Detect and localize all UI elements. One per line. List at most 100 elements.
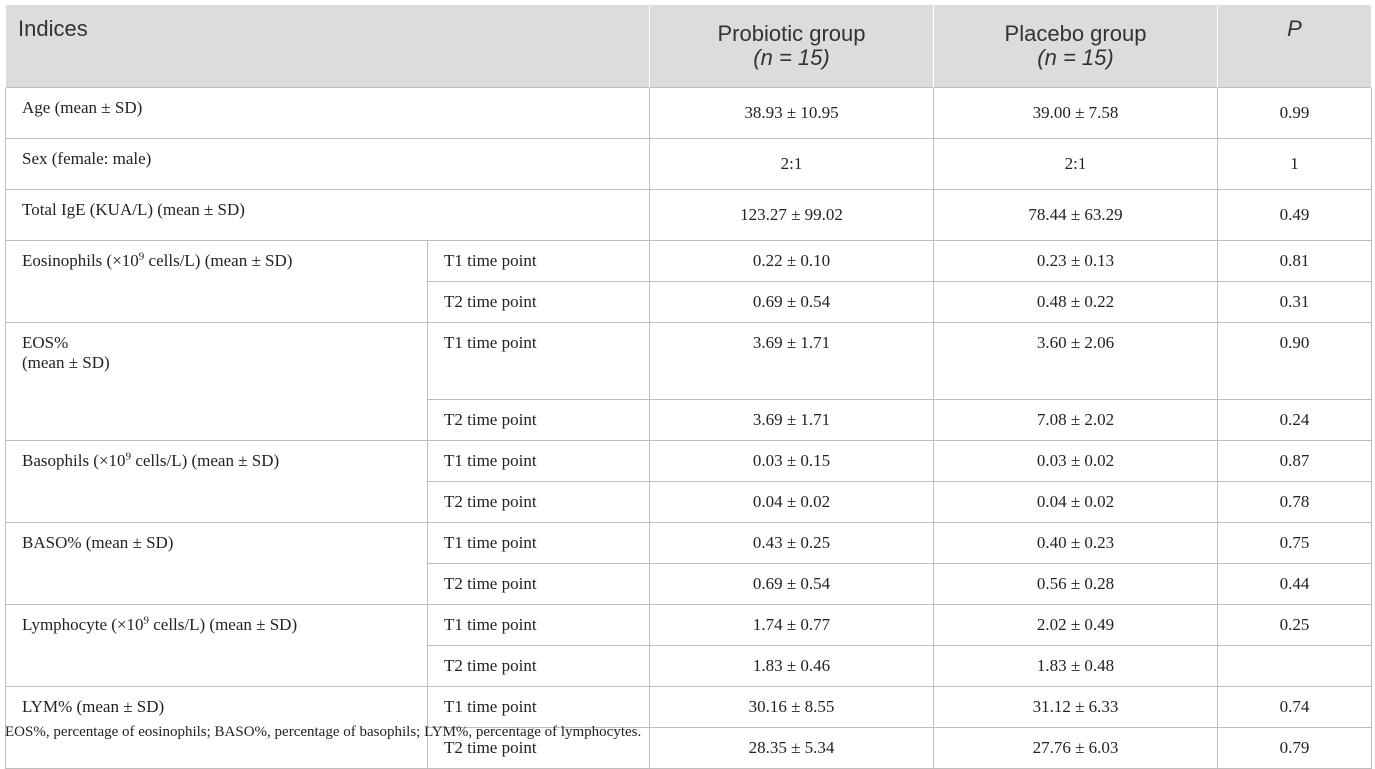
header-row: Indices Probiotic group (n = 15) Placebo…: [5, 5, 1372, 88]
header-probiotic-title: Probiotic group: [717, 21, 866, 46]
cell-placebo: 0.48 ± 0.22: [933, 281, 1218, 323]
cell-p-value: 0.25: [1217, 604, 1372, 646]
table-row: Eosinophils (×109 cells/L) (mean ± SD) T…: [5, 240, 1372, 323]
table-row: Age (mean ± SD) 38.93 ± 10.95 39.00 ± 7.…: [5, 87, 1372, 139]
cell-p-value: 0.78: [1217, 481, 1372, 523]
cell-placebo: 2:1: [933, 138, 1218, 190]
cell-time-point: T2 time point: [427, 645, 650, 687]
row-label-baso-percent: BASO% (mean ± SD): [5, 522, 428, 605]
cell-time-point: T2 time point: [427, 563, 650, 605]
header-indices: Indices: [5, 5, 650, 88]
header-probiotic-group: Probiotic group (n = 15): [649, 5, 934, 88]
cell-p-value: 0.49: [1217, 189, 1372, 241]
cell-probiotic: 0.03 ± 0.15: [649, 440, 934, 482]
cell-placebo: 0.04 ± 0.02: [933, 481, 1218, 523]
label-superscript: 9: [143, 614, 149, 627]
cell-placebo: 0.40 ± 0.23: [933, 522, 1218, 564]
cell-p-value: 0.99: [1217, 87, 1372, 139]
row-label-basophils: Basophils (×109 cells/L) (mean ± SD): [5, 440, 428, 523]
row-label-eos-percent: EOS% (mean ± SD): [5, 322, 428, 441]
cell-placebo: 78.44 ± 63.29: [933, 189, 1218, 241]
table-row: T2 time point 0.69 ± 0.54 0.48 ± 0.22 0.…: [6, 281, 1372, 323]
cell-probiotic: 38.93 ± 10.95: [649, 87, 934, 139]
cell-probiotic: 1.74 ± 0.77: [649, 604, 934, 646]
table-header: Indices Probiotic group (n = 15) Placebo…: [5, 5, 1372, 88]
cell-probiotic: 1.83 ± 0.46: [649, 645, 934, 687]
cell-placebo: 3.60 ± 2.06: [933, 322, 1218, 400]
cell-p-value: 0.75: [1217, 522, 1372, 564]
label-line: (mean ± SD): [22, 353, 110, 372]
cell-p-value: 1: [1217, 138, 1372, 190]
cell-probiotic: 0.43 ± 0.25: [649, 522, 934, 564]
cell-time-point: T1 time point: [427, 322, 650, 400]
cell-probiotic: 2:1: [649, 138, 934, 190]
cell-placebo: 27.76 ± 6.03: [933, 727, 1218, 769]
cell-time-point: T1 time point: [427, 240, 650, 282]
cell-time-point: T2 time point: [427, 481, 650, 523]
label-text: Lymphocyte (×10: [22, 615, 144, 634]
cell-placebo: 39.00 ± 7.58: [933, 87, 1218, 139]
header-p-value: P: [1217, 5, 1372, 88]
row-label-eosinophils: Eosinophils (×109 cells/L) (mean ± SD): [5, 240, 428, 323]
label-text: cells/L) (mean ± SD): [144, 251, 293, 270]
label-text: Eosinophils (×10: [22, 251, 139, 270]
header-probiotic-n: (n = 15): [753, 45, 830, 70]
table-row: T2 time point 0.04 ± 0.02 0.04 ± 0.02 0.…: [6, 481, 1372, 523]
table-row: T2 time point 0.69 ± 0.54 0.56 ± 0.28 0.…: [6, 563, 1372, 605]
row-label-total-ige: Total IgE (KUA/L) (mean ± SD): [5, 189, 650, 241]
label-text: Basophils (×10: [22, 451, 126, 470]
cell-placebo: 2.02 ± 0.49: [933, 604, 1218, 646]
cell-p-value: 0.81: [1217, 240, 1372, 282]
table-row: Sex (female: male) 2:1 2:1 1: [5, 138, 1372, 190]
row-label-lymphocyte: Lymphocyte (×109 cells/L) (mean ± SD): [5, 604, 428, 687]
cell-placebo: 7.08 ± 2.02: [933, 399, 1218, 441]
cell-p-value: 0.44: [1217, 563, 1372, 605]
cell-probiotic: 30.16 ± 8.55: [649, 686, 934, 728]
indices-table: Indices Probiotic group (n = 15) Placebo…: [5, 5, 1372, 769]
cell-probiotic: 123.27 ± 99.02: [649, 189, 934, 241]
table-row: BASO% (mean ± SD) T1 time point 0.43 ± 0…: [5, 522, 1372, 605]
label-superscript: 9: [125, 450, 132, 463]
cell-time-point: T2 time point: [427, 399, 650, 441]
cell-p-value: 0.90: [1217, 322, 1372, 400]
cell-time-point: T1 time point: [427, 440, 650, 482]
cell-probiotic: 28.35 ± 5.34: [649, 727, 934, 769]
header-placebo-n: (n = 15): [1037, 45, 1114, 70]
cell-placebo: 31.12 ± 6.33: [933, 686, 1218, 728]
label-text: cells/L) (mean ± SD): [148, 615, 298, 634]
label-line: EOS%: [22, 333, 69, 352]
table-body: Age (mean ± SD) 38.93 ± 10.95 39.00 ± 7.…: [5, 87, 1372, 769]
cell-p-value: 0.31: [1217, 281, 1372, 323]
label-text: cells/L) (mean ± SD): [131, 451, 280, 470]
cell-placebo: 0.23 ± 0.13: [933, 240, 1218, 282]
cell-p-value: [1217, 645, 1372, 687]
cell-probiotic: 3.69 ± 1.71: [649, 399, 934, 441]
label-superscript: 9: [138, 250, 145, 263]
row-label-age: Age (mean ± SD): [5, 87, 650, 139]
cell-placebo: 0.56 ± 0.28: [933, 563, 1218, 605]
header-placebo-title: Placebo group: [1004, 21, 1147, 46]
cell-time-point: T2 time point: [427, 281, 650, 323]
cell-placebo: 1.83 ± 0.48: [933, 645, 1218, 687]
cell-probiotic: 0.69 ± 0.54: [649, 563, 934, 605]
cell-p-value: 0.79: [1217, 727, 1372, 769]
table-row: Basophils (×109 cells/L) (mean ± SD) T1 …: [5, 440, 1372, 523]
data-table-container: Indices Probiotic group (n = 15) Placebo…: [5, 5, 1372, 769]
cell-placebo: 0.03 ± 0.02: [933, 440, 1218, 482]
table-footnote: EOS%, percentage of eosinophils; BASO%, …: [5, 724, 642, 740]
cell-time-point: T1 time point: [427, 604, 650, 646]
cell-p-value: 0.74: [1217, 686, 1372, 728]
row-label-sex: Sex (female: male): [5, 138, 650, 190]
cell-probiotic: 0.04 ± 0.02: [649, 481, 934, 523]
table-row: LYM% (mean ± SD) T1 time point 30.16 ± 8…: [5, 686, 1372, 769]
cell-probiotic: 3.69 ± 1.71: [649, 322, 934, 400]
cell-p-value: 0.24: [1217, 399, 1372, 441]
table-row: T2 time point 1.83 ± 0.46 1.83 ± 0.48: [6, 645, 1372, 687]
cell-time-point: T1 time point: [427, 686, 650, 728]
table-row: Total IgE (KUA/L) (mean ± SD) 123.27 ± 9…: [5, 189, 1372, 241]
table-row: Lymphocyte (×109 cells/L) (mean ± SD) T1…: [5, 604, 1372, 687]
header-placebo-group: Placebo group (n = 15): [933, 5, 1218, 88]
table-row: T2 time point 3.69 ± 1.71 7.08 ± 2.02 0.…: [6, 399, 1372, 441]
cell-time-point: T1 time point: [427, 522, 650, 564]
table-row: EOS% (mean ± SD) T1 time point 3.69 ± 1.…: [5, 322, 1372, 441]
